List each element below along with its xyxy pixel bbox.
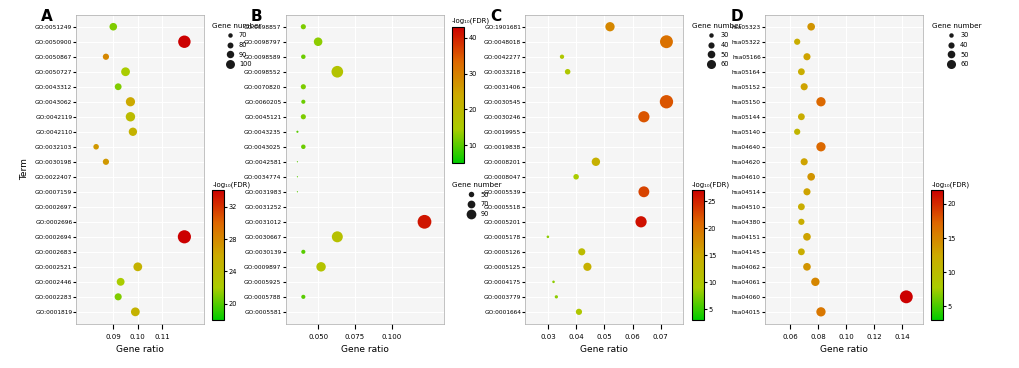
Point	[553, 54, 570, 60]
Point	[793, 249, 809, 255]
Point	[802, 174, 818, 180]
Text: -log₁₀(FDR): -log₁₀(FDR)	[212, 181, 250, 188]
Point	[78, 189, 95, 195]
Point	[798, 264, 814, 270]
Point	[812, 309, 828, 315]
Point	[329, 69, 345, 75]
Text: C: C	[490, 8, 501, 24]
Point	[793, 219, 809, 225]
Point	[793, 114, 809, 120]
Point	[568, 174, 584, 180]
Point	[534, 84, 550, 90]
Point	[789, 129, 805, 135]
Point	[601, 24, 618, 30]
Point	[124, 129, 141, 135]
Point	[798, 189, 814, 195]
Point	[176, 39, 193, 45]
Point	[793, 204, 809, 210]
Point	[547, 294, 564, 300]
Point	[176, 234, 193, 240]
Point	[806, 279, 822, 285]
Point	[635, 189, 651, 195]
Point	[657, 99, 674, 105]
Point	[112, 279, 128, 285]
Point	[78, 249, 95, 255]
Point	[127, 309, 144, 315]
X-axis label: Gene ratio: Gene ratio	[340, 345, 388, 354]
Point	[329, 234, 345, 240]
Point	[545, 279, 561, 285]
Text: -log₁₀(FDR): -log₁₀(FDR)	[691, 181, 729, 188]
Text: -log₁₀(FDR): -log₁₀(FDR)	[930, 181, 968, 188]
Text: A: A	[41, 8, 53, 24]
Point	[531, 144, 547, 150]
Point	[313, 264, 329, 270]
Point	[105, 24, 121, 30]
Point	[587, 159, 603, 165]
X-axis label: Gene ratio: Gene ratio	[116, 345, 164, 354]
Point	[78, 219, 95, 225]
Point	[793, 69, 809, 75]
Point	[416, 219, 432, 225]
Text: D: D	[730, 8, 742, 24]
Point	[632, 219, 648, 225]
Point	[795, 84, 811, 90]
Point	[559, 69, 576, 75]
X-axis label: Gene ratio: Gene ratio	[580, 345, 628, 354]
Point	[122, 114, 139, 120]
Point	[294, 249, 311, 255]
Point	[531, 204, 547, 210]
Point	[294, 84, 311, 90]
Point	[579, 264, 595, 270]
Point	[812, 144, 828, 150]
Point	[539, 234, 555, 240]
Point	[789, 39, 805, 45]
Point	[310, 39, 326, 45]
Point	[289, 159, 306, 165]
Point	[812, 99, 828, 105]
Point	[531, 129, 547, 135]
Point	[294, 99, 311, 105]
Point	[78, 174, 95, 180]
Legend: 30, 40, 50, 60: 30, 40, 50, 60	[691, 23, 741, 67]
Point	[122, 99, 139, 105]
Point	[294, 294, 311, 300]
Y-axis label: Term: Term	[20, 158, 30, 180]
Point	[294, 24, 311, 30]
Point	[289, 189, 306, 195]
Point	[98, 54, 114, 60]
Legend: 70, 80, 90, 100: 70, 80, 90, 100	[212, 23, 262, 67]
Point	[289, 129, 306, 135]
X-axis label: Gene ratio: Gene ratio	[819, 345, 867, 354]
Point	[635, 114, 651, 120]
Point	[129, 264, 146, 270]
Point	[294, 114, 311, 120]
Point	[657, 39, 674, 45]
Text: -log₁₀(FDR): -log₁₀(FDR)	[451, 18, 489, 24]
Point	[88, 144, 104, 150]
Point	[110, 294, 126, 300]
Point	[573, 249, 589, 255]
Point	[294, 54, 311, 60]
Point	[98, 159, 114, 165]
Text: B: B	[251, 8, 262, 24]
Point	[117, 69, 133, 75]
Point	[78, 204, 95, 210]
Point	[286, 309, 303, 315]
Point	[294, 144, 311, 150]
Point	[286, 279, 303, 285]
Point	[798, 234, 814, 240]
Point	[289, 174, 306, 180]
Point	[898, 294, 914, 300]
Legend: 30, 40, 50, 60: 30, 40, 50, 60	[930, 23, 980, 67]
Point	[795, 159, 811, 165]
Point	[802, 24, 818, 30]
Point	[571, 309, 587, 315]
Point	[286, 204, 303, 210]
Point	[798, 54, 814, 60]
Point	[110, 84, 126, 90]
Legend: 50, 70, 90: 50, 70, 90	[451, 182, 501, 217]
